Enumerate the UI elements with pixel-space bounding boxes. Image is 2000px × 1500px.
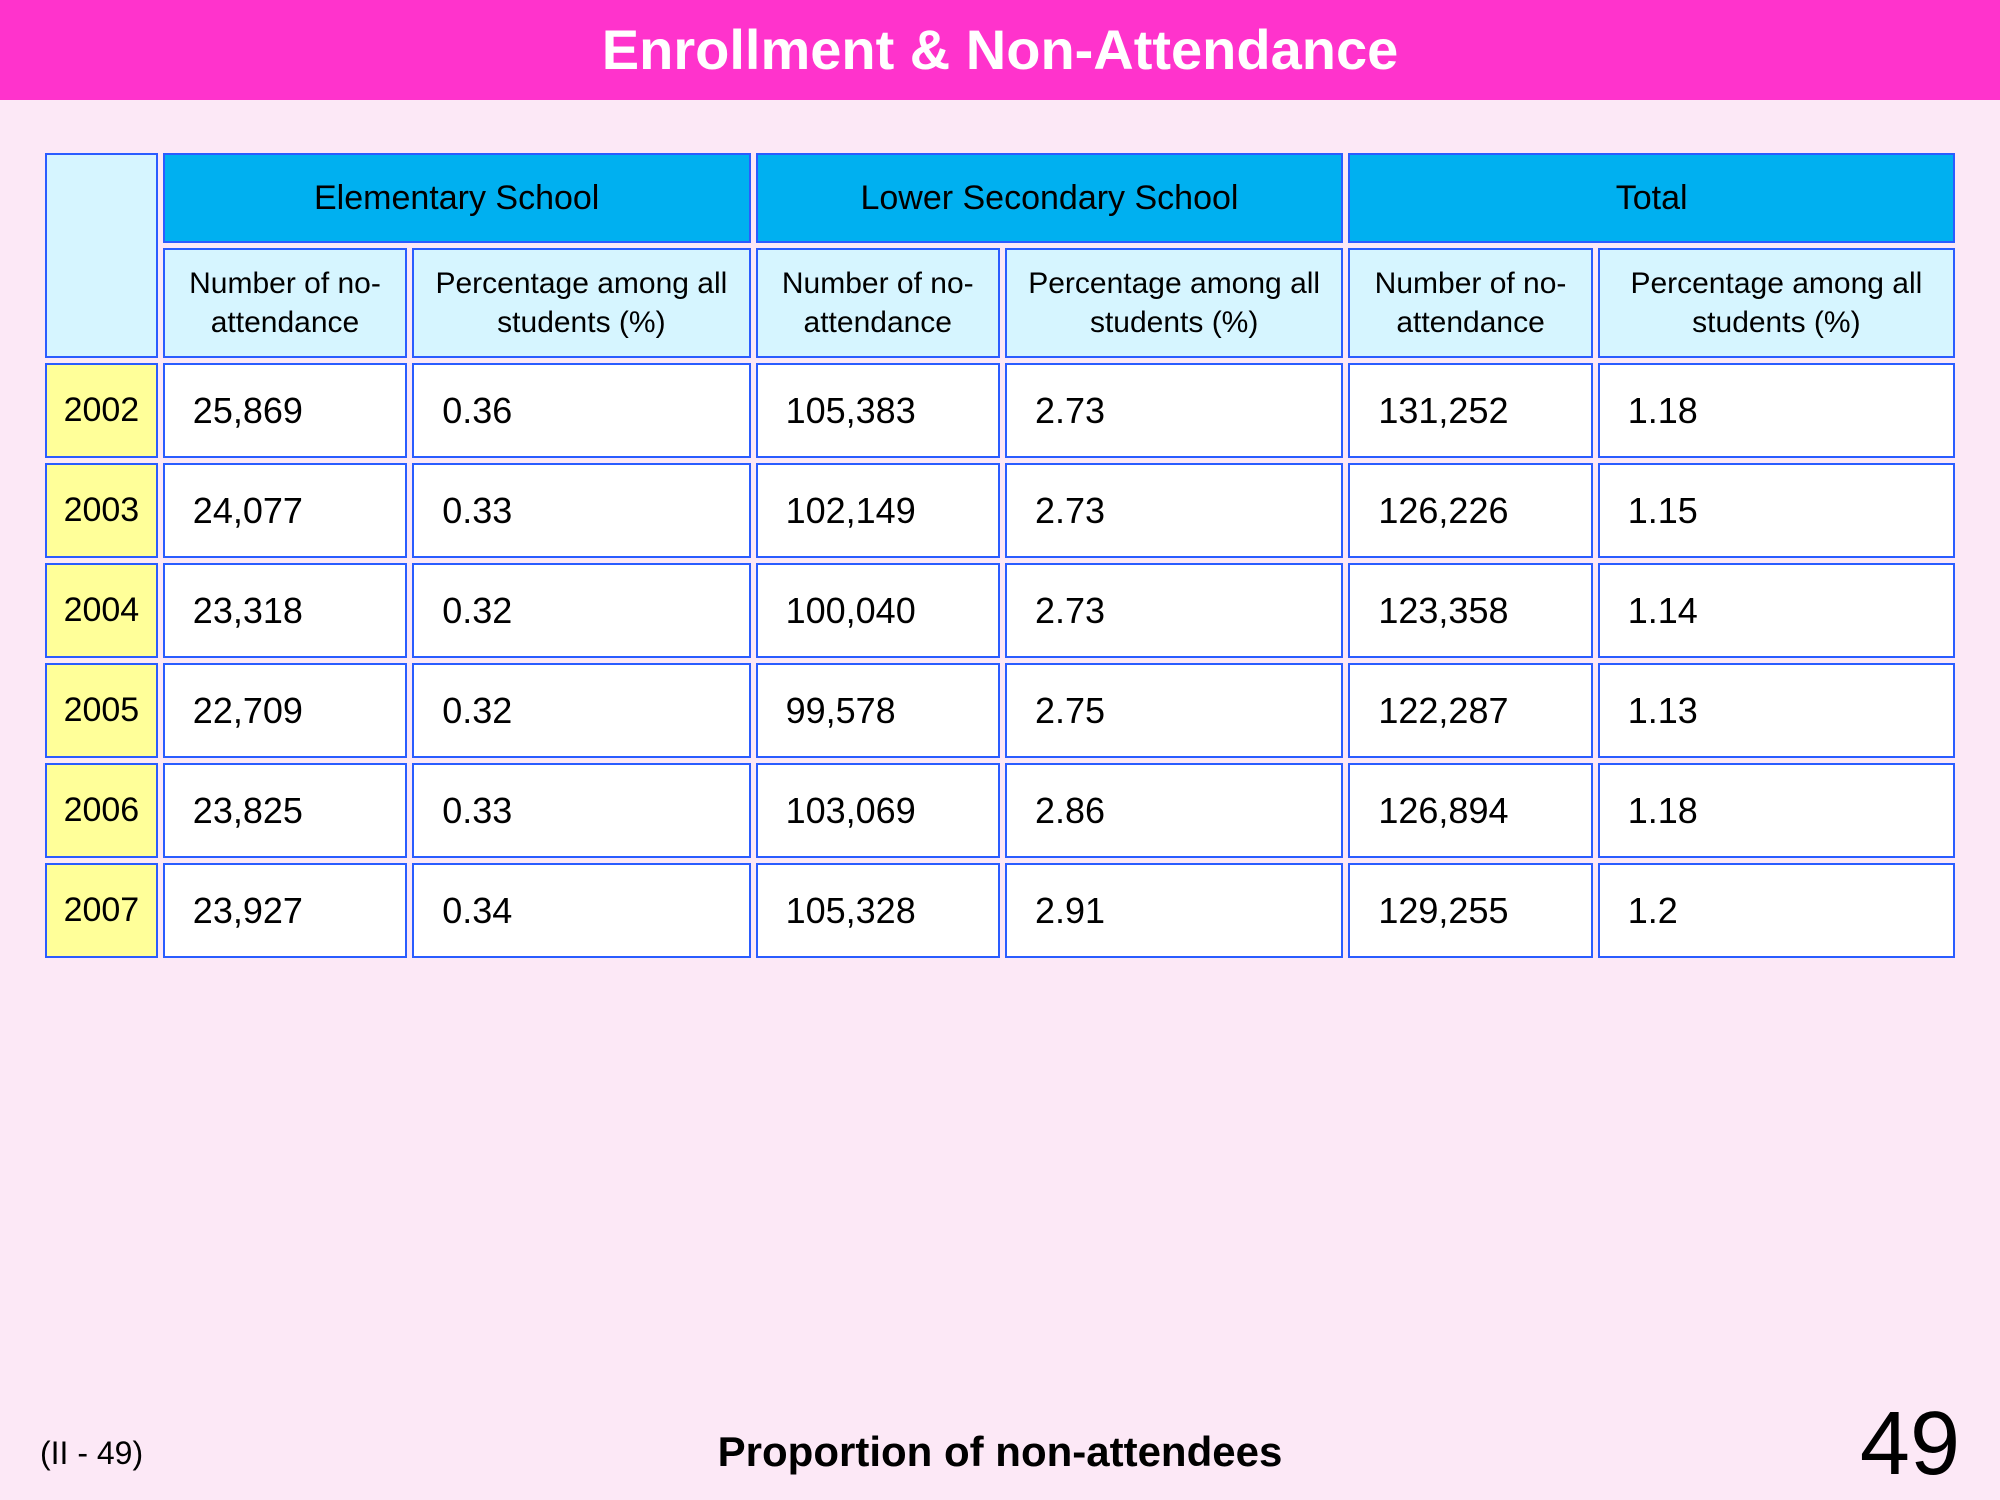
group-head-elementary: Elementary School bbox=[163, 153, 751, 243]
table-header-row-sub: Number of no-attendancePercentage among … bbox=[45, 248, 1955, 358]
data-cell: 23,927 bbox=[163, 863, 407, 958]
sub-head: Number of no-attendance bbox=[1348, 248, 1592, 358]
data-cell: 100,040 bbox=[756, 563, 1000, 658]
data-cell: 0.33 bbox=[412, 763, 750, 858]
page-number: 49 bbox=[1860, 1393, 1960, 1496]
data-cell: 123,358 bbox=[1348, 563, 1592, 658]
data-cell: 23,318 bbox=[163, 563, 407, 658]
sub-head: Percentage among all students (%) bbox=[1005, 248, 1343, 358]
data-cell: 25,869 bbox=[163, 363, 407, 458]
enrollment-table: Elementary School Lower Secondary School… bbox=[40, 148, 1960, 963]
year-cell: 2006 bbox=[45, 763, 158, 858]
table-row: 200723,9270.34105,3282.91129,2551.2 bbox=[45, 863, 1955, 958]
footer-caption: Proportion of non-attendees bbox=[718, 1428, 1283, 1476]
data-cell: 1.18 bbox=[1598, 363, 1955, 458]
data-cell: 105,383 bbox=[756, 363, 1000, 458]
slide-title: Enrollment & Non-Attendance bbox=[0, 0, 2000, 100]
data-cell: 1.2 bbox=[1598, 863, 1955, 958]
data-cell: 1.14 bbox=[1598, 563, 1955, 658]
data-cell: 102,149 bbox=[756, 463, 1000, 558]
group-head-total: Total bbox=[1348, 153, 1955, 243]
data-cell: 1.15 bbox=[1598, 463, 1955, 558]
data-cell: 129,255 bbox=[1348, 863, 1592, 958]
data-cell: 126,226 bbox=[1348, 463, 1592, 558]
data-cell: 0.36 bbox=[412, 363, 750, 458]
data-cell: 105,328 bbox=[756, 863, 1000, 958]
data-cell: 2.91 bbox=[1005, 863, 1343, 958]
year-cell: 2005 bbox=[45, 663, 158, 758]
table-row: 200324,0770.33102,1492.73126,2261.15 bbox=[45, 463, 1955, 558]
footer-reference: (II - 49) bbox=[40, 1435, 143, 1472]
sub-head: Percentage among all students (%) bbox=[412, 248, 750, 358]
table-corner-cell bbox=[45, 153, 158, 358]
sub-head: Number of no-attendance bbox=[756, 248, 1000, 358]
table-row: 200522,7090.3299,5782.75122,2871.13 bbox=[45, 663, 1955, 758]
data-cell: 2.86 bbox=[1005, 763, 1343, 858]
data-cell: 126,894 bbox=[1348, 763, 1592, 858]
data-cell: 0.33 bbox=[412, 463, 750, 558]
year-cell: 2003 bbox=[45, 463, 158, 558]
data-cell: 99,578 bbox=[756, 663, 1000, 758]
table-header-row-groups: Elementary School Lower Secondary School… bbox=[45, 153, 1955, 243]
data-cell: 0.32 bbox=[412, 563, 750, 658]
year-cell: 2002 bbox=[45, 363, 158, 458]
data-cell: 2.73 bbox=[1005, 463, 1343, 558]
data-cell: 122,287 bbox=[1348, 663, 1592, 758]
group-head-lower-secondary: Lower Secondary School bbox=[756, 153, 1344, 243]
table-row: 200225,8690.36105,3832.73131,2521.18 bbox=[45, 363, 1955, 458]
year-cell: 2004 bbox=[45, 563, 158, 658]
data-cell: 1.18 bbox=[1598, 763, 1955, 858]
year-cell: 2007 bbox=[45, 863, 158, 958]
footer: (II - 49) Proportion of non-attendees 49 bbox=[0, 1390, 2000, 1490]
data-cell: 2.73 bbox=[1005, 363, 1343, 458]
data-cell: 24,077 bbox=[163, 463, 407, 558]
sub-head: Number of no-attendance bbox=[163, 248, 407, 358]
data-cell: 0.34 bbox=[412, 863, 750, 958]
table-row: 200423,3180.32100,0402.73123,3581.14 bbox=[45, 563, 1955, 658]
data-cell: 23,825 bbox=[163, 763, 407, 858]
sub-head: Percentage among all students (%) bbox=[1598, 248, 1955, 358]
data-cell: 22,709 bbox=[163, 663, 407, 758]
table-container: Elementary School Lower Secondary School… bbox=[0, 100, 2000, 963]
data-cell: 103,069 bbox=[756, 763, 1000, 858]
data-cell: 1.13 bbox=[1598, 663, 1955, 758]
data-cell: 131,252 bbox=[1348, 363, 1592, 458]
table-row: 200623,8250.33103,0692.86126,8941.18 bbox=[45, 763, 1955, 858]
data-cell: 2.73 bbox=[1005, 563, 1343, 658]
data-cell: 2.75 bbox=[1005, 663, 1343, 758]
data-cell: 0.32 bbox=[412, 663, 750, 758]
